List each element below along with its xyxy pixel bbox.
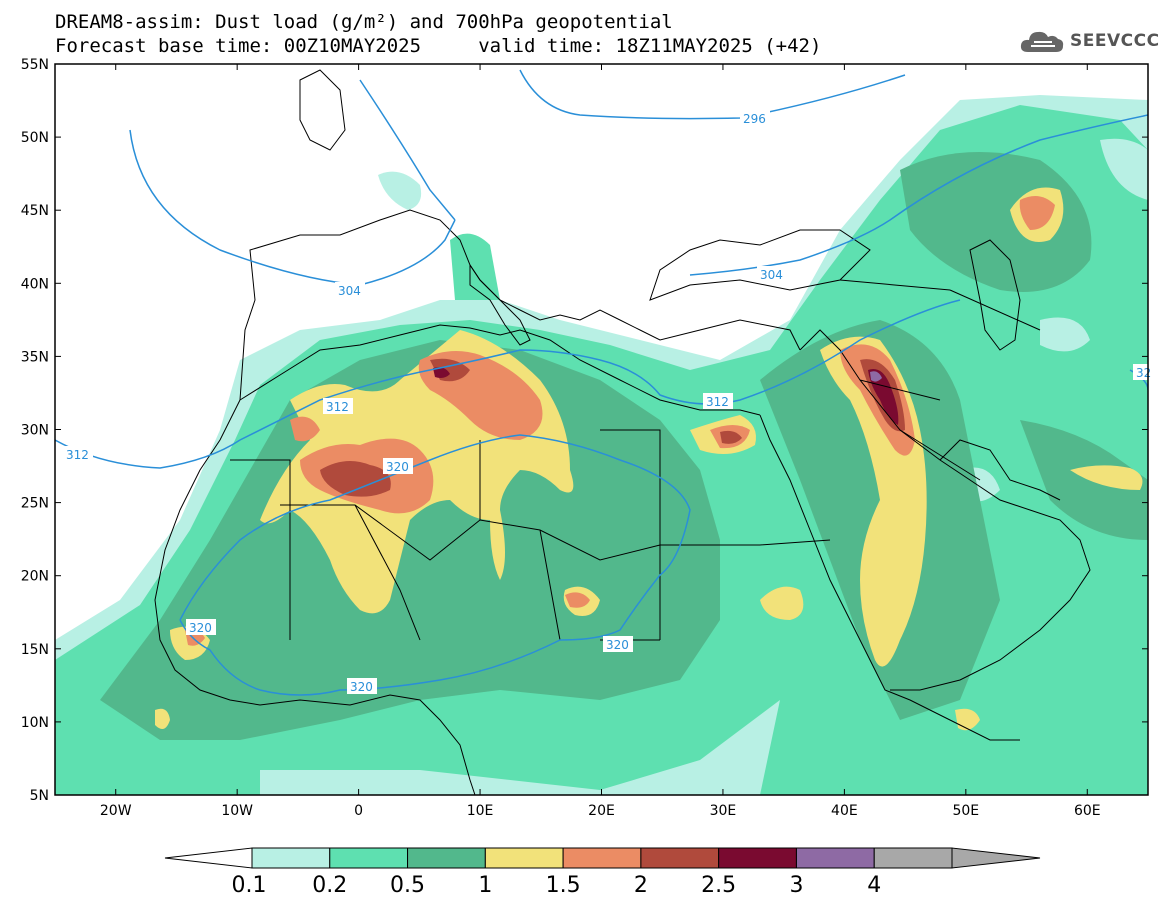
- latitude-tick-label: 15N: [21, 642, 49, 658]
- dust-level-3: [870, 371, 882, 382]
- coastline-red-sea: [759, 414, 1020, 741]
- longitude-tick-label: 10W: [221, 803, 253, 819]
- colorbar-level-label: 2.5: [701, 873, 736, 898]
- coastline-black-sea: [649, 229, 871, 301]
- contour-label: 320: [606, 638, 629, 652]
- colorbar-level-label: 1: [478, 873, 492, 898]
- latitude-tick-label: 10N: [21, 715, 49, 731]
- coastline-caspian: [969, 239, 1021, 351]
- longitude-tick-label: 10E: [467, 803, 494, 819]
- colorbar-segment: [329, 847, 409, 869]
- dust-level-2.5: [868, 369, 899, 425]
- contour-296: [519, 69, 906, 120]
- coastline-uk: [299, 69, 346, 151]
- coastline-arabia: [799, 329, 1091, 691]
- geopotential-contours: [55, 69, 1148, 696]
- colorbar-min-arrow: [164, 847, 253, 869]
- latitude-tick-label: 20N: [21, 569, 49, 585]
- colorbar-level-label: 0.2: [312, 873, 347, 898]
- colorbar-segment: [718, 847, 797, 869]
- contour-label: 312: [326, 400, 349, 414]
- map-title: DREAM8-assim: Dust load (g/m²) and 700hP…: [55, 11, 673, 33]
- colorbar-level-label: 3: [789, 873, 803, 898]
- colorbar-level-label: 4: [867, 873, 881, 898]
- latitude-tick-label: 25N: [21, 496, 49, 512]
- contour-label: 304: [760, 268, 783, 282]
- seevccc-logo: SEEVCCC: [1018, 26, 1160, 56]
- longitude-tick-label: 40E: [831, 803, 858, 819]
- border-lines: [230, 279, 1041, 641]
- contour-label: 296: [743, 112, 766, 126]
- latitude-tick-label: 5N: [30, 788, 49, 804]
- latitude-labels: 55N 50N 45N 40N 35N 30N 25N 20N 15N 10N 5N: [21, 57, 49, 804]
- colorbar-segment: [795, 847, 875, 869]
- axis-ticks: [55, 63, 1148, 796]
- contour-304: [129, 114, 1148, 286]
- colorbar-segment: [484, 847, 564, 869]
- longitude-labels: 20W 10W 0 10E 20E 30E 40E 50E 60E: [100, 803, 1101, 819]
- coastline-italy: [469, 263, 531, 346]
- colorbar-segment: [251, 847, 331, 869]
- colorbar-level-label: 1.5: [546, 873, 581, 898]
- map-subtitle: Forecast base time: 00Z10MAY2025 valid t…: [55, 35, 822, 57]
- latitude-tick-label: 55N: [21, 57, 49, 73]
- latitude-tick-label: 30N: [21, 423, 49, 439]
- colorbar-segment: [562, 847, 642, 869]
- contour-320: [179, 434, 691, 696]
- contour-label: 312: [706, 395, 729, 409]
- longitude-tick-label: 60E: [1074, 803, 1101, 819]
- contour-label: 320: [386, 460, 409, 474]
- contour-labels: 296 304 304 312 312 312 320 320 320 320 …: [63, 110, 1151, 694]
- contour-label: 32: [1136, 366, 1151, 380]
- colorbar-level-label: 0.1: [232, 873, 267, 898]
- latitude-tick-label: 35N: [21, 349, 49, 365]
- colorbar-segment: [873, 847, 953, 869]
- longitude-tick-label: 0: [354, 803, 363, 819]
- contour-304b: [359, 79, 456, 221]
- longitude-tick-label: 20W: [100, 803, 132, 819]
- dust-level-2: [320, 461, 391, 497]
- longitude-tick-label: 30E: [710, 803, 737, 819]
- colorbar: 0.1 0.2 0.5 1 1.5 2 2.5 3 4: [164, 847, 1041, 898]
- contour-label: 312: [66, 448, 89, 462]
- colorbar-level-label: 2: [634, 873, 648, 898]
- dust-shading: [55, 95, 1148, 795]
- logo-text: SEEVCCC: [1070, 31, 1160, 51]
- contour-label: 304: [338, 284, 361, 298]
- latitude-tick-label: 40N: [21, 276, 49, 292]
- coastline-persian-gulf: [939, 439, 1061, 501]
- colorbar-level-label: 0.5: [390, 873, 425, 898]
- colorbar-max-arrow: [951, 847, 1041, 869]
- contour-label: 320: [350, 680, 373, 694]
- longitude-tick-label: 50E: [952, 803, 979, 819]
- colorbar-segment: [407, 847, 486, 869]
- colorbar-segment: [640, 847, 720, 869]
- coastline-africa-north: [239, 324, 761, 416]
- cloud-logo-icon: [1020, 31, 1064, 52]
- contour-label: 320: [189, 621, 212, 635]
- latitude-tick-label: 50N: [21, 130, 49, 146]
- contour-312: [55, 299, 961, 469]
- coastline-africa-west: [154, 399, 476, 795]
- longitude-tick-label: 20E: [588, 803, 615, 819]
- latitude-tick-label: 45N: [21, 203, 49, 219]
- country-borders: [154, 69, 1091, 795]
